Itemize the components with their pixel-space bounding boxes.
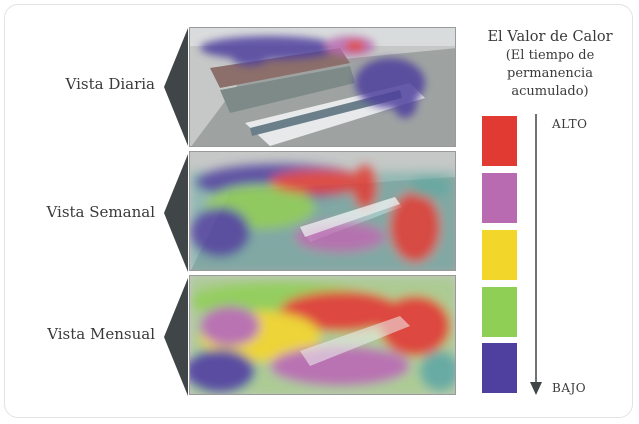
legend-swatch-high (482, 116, 517, 166)
pointer-monthly (164, 278, 188, 396)
scale-arrow (530, 114, 542, 395)
legend-subtitle-line-3: acumulado) (511, 84, 589, 99)
legend-swatch-medium-low (482, 287, 517, 337)
heatmap-monthly (189, 275, 456, 395)
scale-high-label: ALTO (552, 117, 588, 131)
legend-title: El Valor de Calor (487, 29, 613, 45)
legend-title-block: El Valor de Calor (El tiempo de permanen… (470, 28, 630, 100)
heatmap-weekly (189, 151, 456, 271)
heatmap-daily (189, 27, 456, 147)
view-label-daily: Vista Diaria (65, 75, 155, 93)
pointer-weekly (164, 154, 188, 272)
legend-swatch-low (482, 343, 517, 393)
legend-swatch-medium-high (482, 173, 517, 223)
scale-low-label: BAJO (552, 381, 587, 395)
legend-subtitle-line-1: (El tiempo de (505, 48, 595, 63)
legend-swatch-medium (482, 230, 517, 280)
view-label-weekly: Vista Semanal (46, 203, 155, 221)
pointer-daily (164, 28, 188, 146)
view-label-monthly: Vista Mensual (47, 325, 155, 343)
legend-subtitle-line-2: permanencia (507, 66, 593, 81)
